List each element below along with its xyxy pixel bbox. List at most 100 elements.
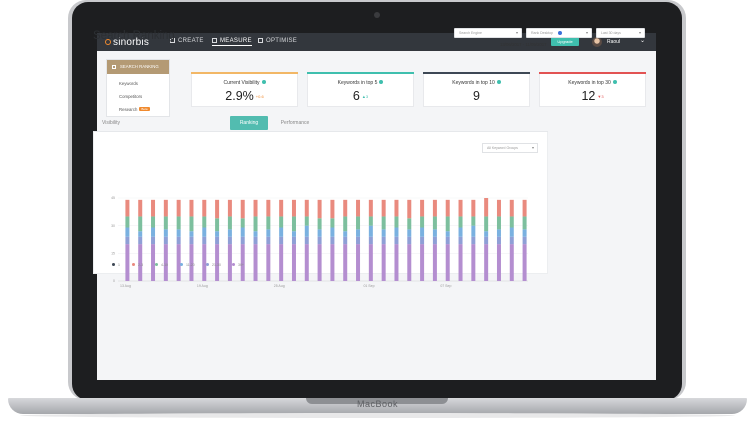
nav-create[interactable]: CREATE xyxy=(170,38,204,44)
bar-segment-21-30[interactable] xyxy=(356,236,361,245)
bar-segment-2-3[interactable] xyxy=(279,199,284,217)
bar-segment-2-3[interactable] xyxy=(343,199,348,217)
bar-segment-2-3[interactable] xyxy=(266,199,271,217)
bar-segment-30plus[interactable] xyxy=(291,244,296,281)
bar-segment-21-30[interactable] xyxy=(317,236,322,245)
bar-segment-2-3[interactable] xyxy=(253,199,258,217)
bar-segment-4-10[interactable] xyxy=(522,216,527,230)
bar-segment-2-3[interactable] xyxy=(522,199,527,217)
bar-segment-2-3[interactable] xyxy=(394,199,399,217)
bar-segment-30plus[interactable] xyxy=(189,244,194,281)
bar-segment-2-3[interactable] xyxy=(330,199,335,219)
bar-segment-30plus[interactable] xyxy=(125,244,130,281)
info-icon[interactable] xyxy=(612,80,617,84)
bar-segment-30plus[interactable] xyxy=(496,244,501,281)
bar-segment-30plus[interactable] xyxy=(163,244,168,281)
bar-segment-2-3[interactable] xyxy=(138,199,143,217)
bar-segment-4-10[interactable] xyxy=(202,216,207,228)
bar-segment-4-10[interactable] xyxy=(125,216,130,228)
bar-segment-4-10[interactable] xyxy=(356,216,361,230)
bar-segment-30plus[interactable] xyxy=(304,244,309,281)
bar-segment-2-3[interactable] xyxy=(189,199,194,217)
bar-segment-30plus[interactable] xyxy=(484,244,489,281)
bar-segment-21-30[interactable] xyxy=(407,236,412,245)
bar-segment-11-20[interactable] xyxy=(163,229,168,237)
bar-segment-11-20[interactable] xyxy=(394,227,399,237)
bar-segment-30plus[interactable] xyxy=(445,244,450,281)
bar-segment-2-3[interactable] xyxy=(509,199,514,217)
bar-segment-11-20[interactable] xyxy=(509,227,514,237)
bar-segment-21-30[interactable] xyxy=(484,236,489,245)
bar-segment-21-30[interactable] xyxy=(420,236,425,245)
bar-segment-30plus[interactable] xyxy=(343,244,348,281)
bar-segment-4-10[interactable] xyxy=(381,216,386,230)
bar-segment-21-30[interactable] xyxy=(215,236,220,245)
bar-segment-30plus[interactable] xyxy=(330,244,335,281)
bar-segment-4-10[interactable] xyxy=(151,216,156,228)
bar-segment-21-30[interactable] xyxy=(151,236,156,245)
bar-segment-21-30[interactable] xyxy=(291,236,296,245)
bar-segment-2-3[interactable] xyxy=(484,198,489,217)
sidebar-item-research[interactable]: Research Beta xyxy=(119,107,150,112)
bar-segment-30plus[interactable] xyxy=(266,244,271,281)
bar-segment-11-20[interactable] xyxy=(484,231,489,237)
bar-segment-21-30[interactable] xyxy=(381,236,386,245)
bar-segment-11-20[interactable] xyxy=(445,231,450,237)
bar-segment-11-20[interactable] xyxy=(202,227,207,237)
tab-visibility[interactable]: Visibility xyxy=(102,120,120,126)
bar-segment-30plus[interactable] xyxy=(509,244,514,281)
bar-segment-30plus[interactable] xyxy=(240,244,245,281)
bar-segment-21-30[interactable] xyxy=(445,236,450,245)
bar-segment-11-20[interactable] xyxy=(138,231,143,237)
bar-segment-30plus[interactable] xyxy=(138,244,143,281)
bar-segment-30plus[interactable] xyxy=(394,244,399,281)
bar-segment-21-30[interactable] xyxy=(163,236,168,245)
bar-segment-30plus[interactable] xyxy=(151,244,156,281)
bar-segment-4-10[interactable] xyxy=(304,216,309,226)
bar-segment-21-30[interactable] xyxy=(368,236,373,245)
bar-segment-21-30[interactable] xyxy=(189,236,194,245)
bar-segment-4-10[interactable] xyxy=(471,216,476,226)
bar-segment-2-3[interactable] xyxy=(471,199,476,217)
bar-segment-2-3[interactable] xyxy=(227,199,232,217)
bar-segment-11-20[interactable] xyxy=(496,229,501,237)
bar-segment-21-30[interactable] xyxy=(343,236,348,245)
bar-segment-4-10[interactable] xyxy=(189,216,194,232)
bar-segment-2-3[interactable] xyxy=(202,199,207,217)
bar-segment-11-20[interactable] xyxy=(407,229,412,237)
bar-segment-30plus[interactable] xyxy=(381,244,386,281)
bar-segment-30plus[interactable] xyxy=(407,244,412,281)
bar-segment-4-10[interactable] xyxy=(240,218,245,228)
bar-segment-21-30[interactable] xyxy=(227,236,232,245)
bar-segment-4-10[interactable] xyxy=(279,216,284,228)
bar-segment-4-10[interactable] xyxy=(253,216,258,232)
bar-segment-11-20[interactable] xyxy=(522,229,527,237)
search-engine-select[interactable]: Search Engine ▾ xyxy=(454,28,522,38)
bar-segment-21-30[interactable] xyxy=(471,236,476,245)
bar-segment-30plus[interactable] xyxy=(176,244,181,281)
bar-segment-11-20[interactable] xyxy=(330,227,335,237)
sidebar-item-keywords[interactable]: Keywords xyxy=(119,81,138,86)
sidebar-item-search-ranking[interactable]: SEARCH RANKING xyxy=(107,60,169,74)
bar-segment-21-30[interactable] xyxy=(253,236,258,245)
user-name[interactable]: Raoul xyxy=(607,39,621,45)
bar-segment-4-10[interactable] xyxy=(330,218,335,228)
bar-segment-4-10[interactable] xyxy=(496,216,501,230)
bar-segment-30plus[interactable] xyxy=(317,244,322,281)
bar-segment-11-20[interactable] xyxy=(343,231,348,237)
bar-segment-30plus[interactable] xyxy=(522,244,527,281)
bar-segment-11-20[interactable] xyxy=(279,227,284,237)
sinorbis-logo[interactable]: sinorbis xyxy=(105,37,149,48)
bar-segment-2-3[interactable] xyxy=(215,199,220,219)
device-select[interactable]: Rank Desktop ▾ xyxy=(526,28,592,38)
bar-segment-4-10[interactable] xyxy=(317,218,322,230)
bar-segment-2-3[interactable] xyxy=(240,199,245,219)
bar-segment-21-30[interactable] xyxy=(279,236,284,245)
bar-segment-11-20[interactable] xyxy=(253,231,258,237)
bar-segment-11-20[interactable] xyxy=(176,229,181,237)
bar-segment-2-3[interactable] xyxy=(163,199,168,217)
bar-segment-11-20[interactable] xyxy=(151,227,156,237)
bar-segment-4-10[interactable] xyxy=(407,218,412,230)
sidebar-item-competitors[interactable]: Competitors xyxy=(119,94,143,99)
bar-segment-30plus[interactable] xyxy=(202,244,207,281)
